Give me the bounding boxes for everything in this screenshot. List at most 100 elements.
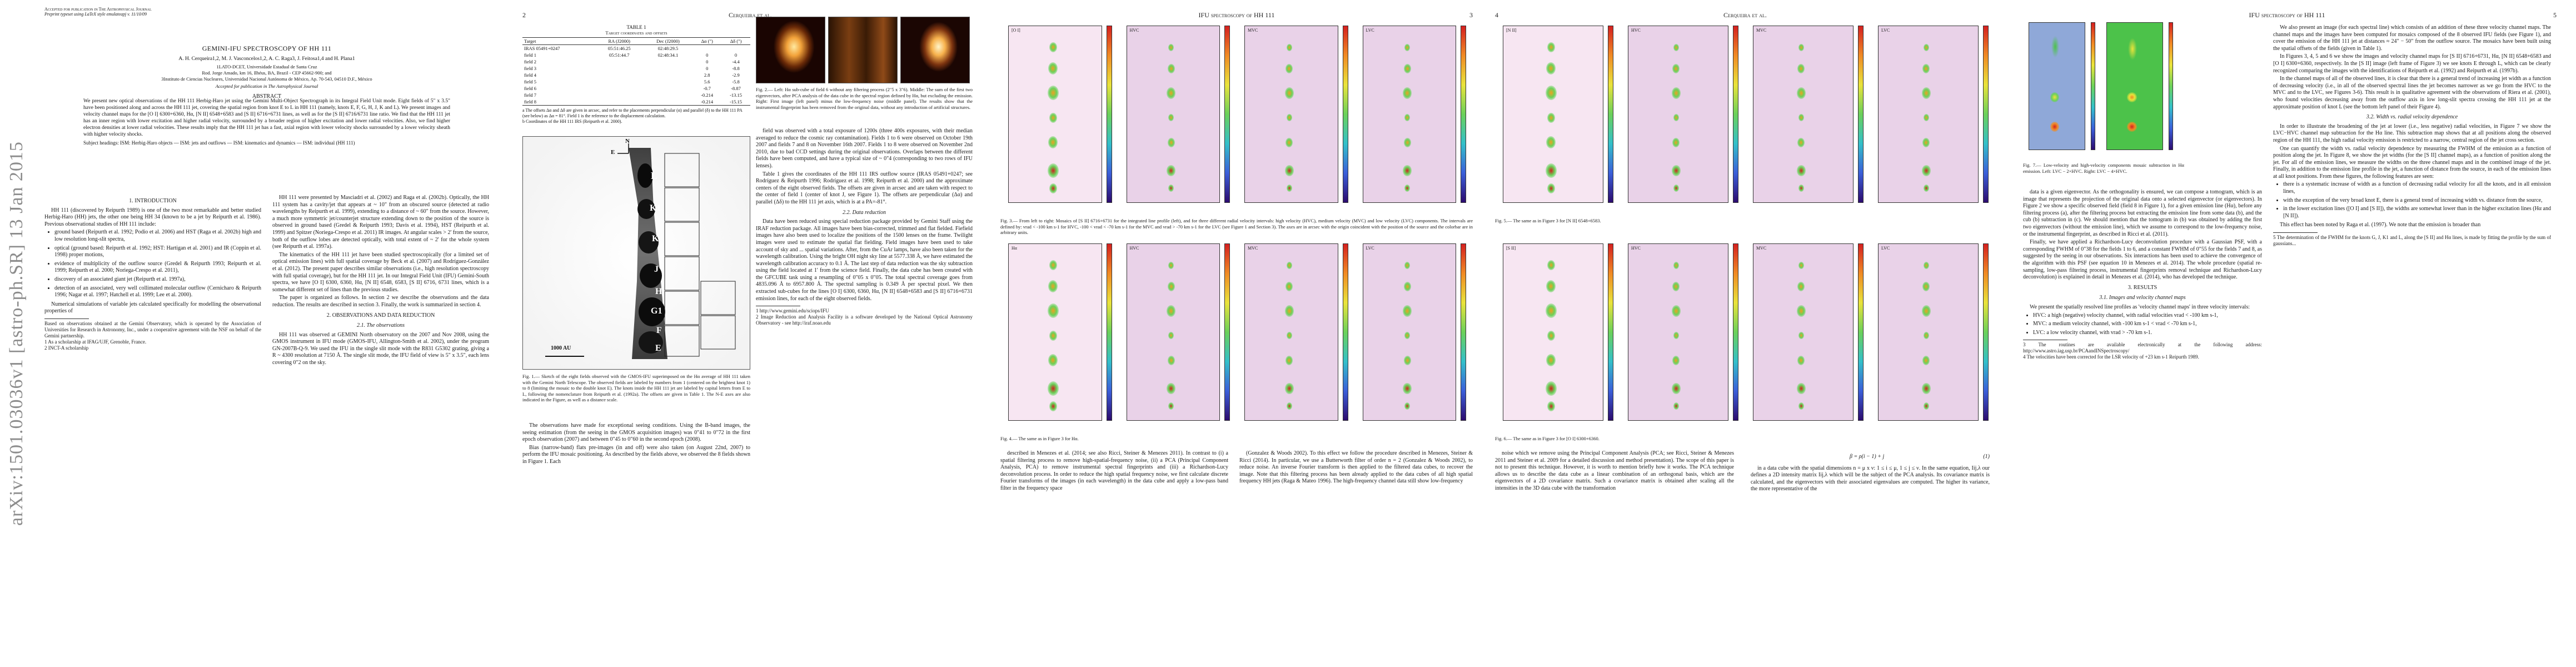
panel-label: LVC <box>1366 28 1374 33</box>
list-item: detection of an associated, very well co… <box>54 285 261 299</box>
jet-knot-emission <box>1672 63 1680 73</box>
panel-label: LVC <box>1366 246 1374 251</box>
table-cell: 02:48:34.1 <box>657 52 679 58</box>
jet-knot-emission <box>1673 114 1679 122</box>
affiliation-2: 3Instituto de Ciencias Nucleares, Univer… <box>161 76 372 82</box>
jet-knot-emission <box>1049 183 1057 193</box>
colorbar <box>1461 26 1466 203</box>
jet-knot-emission <box>1168 114 1174 122</box>
table-row: field 2 0 -4.4 <box>522 58 750 65</box>
figure-3-caption: Fig. 3.— From left to right: Mosaics of … <box>1000 218 1473 235</box>
abstract-text: We present new optical observations of t… <box>83 98 450 137</box>
table-cell <box>644 92 693 98</box>
table-cell <box>595 78 644 85</box>
jet-knot-emission <box>1923 114 1929 122</box>
affiliation-1b: Rod. Jorge Amado, km 16, Ilhéus, BA, Bra… <box>202 70 332 76</box>
jet-knot-emission <box>1167 281 1175 291</box>
jet-knot-emission <box>1048 354 1058 367</box>
scale-bar-label: 1000 AU <box>551 345 571 351</box>
colorbar <box>1224 243 1230 421</box>
jet-emission-blob <box>2051 35 2059 58</box>
jet-knot-emission <box>1798 185 1804 192</box>
page-1: Accepted for publication in The Astrophy… <box>33 0 500 667</box>
jet-knot-emission <box>1673 185 1679 192</box>
author-list: A. H. Cerqueira1,2, M. J. Vasconcelos1,2… <box>178 56 355 62</box>
figure-7-caption: Fig. 7.— Low-velocity and high-velocity … <box>2023 162 2184 174</box>
subsection-data-reduction-title: 2.2. Data reduction <box>843 209 886 216</box>
figure-6-mosaic-row: [S II] HVC MVC LVC <box>1495 240 1995 432</box>
footnote-lsr: 4 The velocities have been corrected for… <box>2023 354 2199 360</box>
jet-knot-emission <box>1284 165 1294 177</box>
affiliation-1: 1LATO-DCET, Universidade Estadual de San… <box>216 64 317 69</box>
table-row: field 6 -0.7 -8.87 <box>522 85 750 92</box>
p4-column-right-text: β = ρ(i − 1) + j (1) in a data cube with… <box>1751 450 1990 494</box>
journal-header: Accepted for publication in The Astrophy… <box>44 7 152 17</box>
jet-knot-emission <box>1285 355 1293 365</box>
table-cell: field 1 <box>524 52 536 58</box>
panel-label: LVC <box>1881 28 1890 33</box>
knot-label-j: J <box>654 265 659 274</box>
list-item: in the lower excitation lines ([O I] and… <box>2283 206 2551 220</box>
column-header: Δδ (") <box>721 37 750 45</box>
jet-knot-emission <box>1673 402 1679 410</box>
jet-knot-emission <box>1049 330 1057 341</box>
jet-knot-emission <box>1286 402 1292 410</box>
figure-1-graphic <box>523 137 750 369</box>
table-row: field 7 -0.214 -13.15 <box>522 92 750 98</box>
ifu-map-plot <box>1126 26 1220 203</box>
table-cell: 05:51:44.7 <box>609 52 630 58</box>
colorbar <box>1342 243 1348 421</box>
table-cell: -0.214 <box>692 98 722 106</box>
panel-label: [N II] <box>1506 28 1517 33</box>
table-cell: -15.15 <box>721 98 750 106</box>
deconvolution-paragraph: Finally, we have applied a Richardson-Lu… <box>2023 239 2262 281</box>
jet-knot-emission <box>1168 261 1174 269</box>
jet-knot-emission <box>1285 281 1293 291</box>
table-cell <box>692 45 721 52</box>
jet-knot-emission <box>1049 42 1057 53</box>
colorbar <box>1461 243 1466 421</box>
ifu-map-plot <box>1008 243 1102 421</box>
table-cell: 02:48:29.5 <box>657 46 679 51</box>
jet-knot-emission <box>1049 260 1057 271</box>
figure-2-panel-eigen <box>828 17 898 83</box>
panel-label: LVC <box>1881 246 1890 251</box>
panel-label: HVC <box>1631 246 1641 251</box>
jet-knot-emission <box>1798 402 1804 410</box>
ifu-channel-map-panel: LVC <box>1354 22 1468 214</box>
jet-knot-emission <box>1286 114 1292 122</box>
colorbar <box>1224 26 1230 203</box>
jet-knot-emission <box>1167 63 1175 73</box>
observations-paragraph-5: Table 1 gives the coordinates of the HH … <box>756 171 973 205</box>
ifu-channel-map-panel: [S II] <box>1495 240 1616 432</box>
paper-title: GEMINI-IFU SPECTROSCOPY OF HH 111 <box>202 44 332 52</box>
colorbar <box>1858 243 1864 421</box>
colorbar <box>1983 26 1989 203</box>
jet-knot-emission <box>1167 165 1176 177</box>
table-cell: 2.8 <box>704 72 710 78</box>
arxiv-id-text: arXiv:1501.03036v1 [astro-ph.SR] 13 Jan … <box>6 141 27 526</box>
jet-knot-emission <box>1167 87 1176 99</box>
page-number: 4 <box>1495 11 1498 19</box>
jet-knot-emission <box>1286 43 1292 51</box>
ifu-map-plot <box>1244 26 1338 203</box>
data-reduction-paragraph: Data have been reduced using special red… <box>756 218 973 302</box>
section-results-title: 3. RESULTS <box>2127 284 2158 291</box>
page-number: 2 <box>522 11 526 19</box>
list-item: LVC: a low velocity channel, with vrad >… <box>2033 330 2262 337</box>
ifu-map-plot <box>1753 26 1853 203</box>
equation-1: β = ρ(i − 1) + j (1) <box>1751 454 1990 461</box>
panel-label: Hα <box>1012 246 1017 251</box>
panel-label: MVC <box>1756 246 1767 251</box>
table-note-b: b Coordinates of the HH 111 IRS (Reipurt… <box>522 119 622 124</box>
table-cell <box>644 65 693 72</box>
jet-knot-emission <box>1404 114 1411 122</box>
table-cell: 0 <box>706 59 709 64</box>
jet-knot-emission <box>1796 87 1806 99</box>
equation-number: (1) <box>1983 454 1990 460</box>
abstract-heading: ABSTRACT <box>252 93 282 99</box>
jet-emission-blob <box>2127 121 2137 132</box>
running-header: IFU spectroscopy of HH 111 5 <box>2017 11 2557 20</box>
subsection-width-velocity-title: 3.2. Width vs. radial velocity dependenc… <box>2366 114 2458 121</box>
knot-label-g1: G1 <box>651 306 662 316</box>
